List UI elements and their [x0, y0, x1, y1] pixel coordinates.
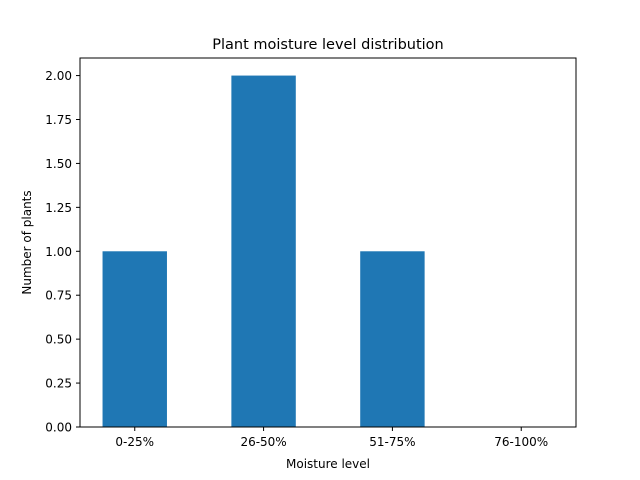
plot-frame: [79, 57, 577, 428]
x-axis-label: Moisture level: [286, 457, 370, 471]
x-axis: 0-25% 26-50% 51-75% 76-100%: [115, 427, 548, 449]
bars-layer: [102, 75, 425, 428]
y-tick-label: 0.25: [45, 377, 72, 391]
x-tick-label: 0-25%: [115, 435, 154, 449]
chart-title: Plant moisture level distribution: [212, 37, 444, 53]
x-tick-label: 51-75%: [369, 435, 415, 449]
y-tick-label: 1.75: [45, 113, 72, 127]
y-tick-label: 0.00: [45, 421, 72, 435]
y-tick-label: 1.00: [45, 245, 72, 259]
y-tick-label: 1.25: [45, 201, 72, 215]
y-axis-label: Number of plants: [20, 190, 34, 294]
y-axis: 0.00 0.25 0.50 0.75 1.00 1.25 1.50 1.75 2.00: [45, 69, 80, 435]
x-tick-label: 76-100%: [494, 435, 548, 449]
x-tick-label: 26-50%: [240, 435, 286, 449]
bar-3: [360, 251, 425, 427]
y-tick-label: 0.50: [45, 333, 72, 347]
bar-2: [231, 75, 296, 428]
y-tick-label: 0.75: [45, 289, 72, 303]
bar-1: [102, 251, 167, 427]
y-tick-label: 2.00: [45, 69, 72, 83]
y-tick-label: 1.50: [45, 157, 72, 171]
